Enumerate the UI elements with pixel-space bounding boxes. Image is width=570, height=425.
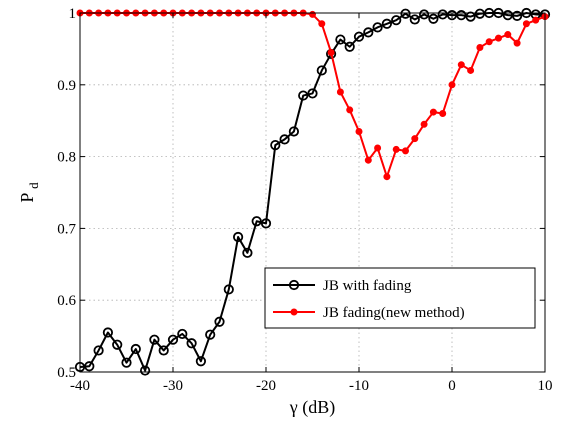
series-1-point [502,10,513,21]
series-2-point [336,88,344,96]
series-2-point [355,127,363,135]
legend: JB with fading JB fading(new method) [264,267,536,329]
series-2-point [522,20,530,28]
series-1-point [260,218,272,229]
series-1-point [233,231,244,243]
x-tick-label: 0 [448,378,456,394]
series-2-point [364,156,372,164]
y-tick-label: 0.7 [57,221,76,237]
x-tick-label: 10 [538,378,553,394]
series-1-point [158,345,169,356]
y-axis-label-main: P [17,193,37,203]
series-1-point [418,9,430,20]
series-1-point [270,140,281,151]
series-2-point [467,66,475,74]
series-2-point [383,173,391,181]
y-tick-label: 0.8 [57,150,76,166]
series-1-point [465,11,476,22]
series-2-point [513,39,521,47]
plot-frame [79,12,546,373]
series-2-point [485,38,493,46]
series-1-point [288,126,299,137]
series-1-point [335,34,346,45]
legend-marker-2 [290,308,298,316]
series-1-point [93,345,104,356]
series-1-point [84,361,95,372]
series-2-point [374,144,382,152]
series-1-point [205,329,216,340]
x-tick-label: -30 [163,378,183,394]
x-axis-label: γ (dB) [289,397,335,418]
series-2-point [504,31,512,39]
series-2-point [420,120,428,128]
series-1-point [112,339,123,350]
series-1-point [353,31,365,42]
series-1-point [186,338,197,349]
ticks: -40 -30 -20 -10 0 10 0.5 0.6 0.7 0.8 0.9 1 [57,6,552,394]
series-1-point [316,65,327,76]
series-1-point [511,10,523,21]
series-1-point [251,216,262,227]
series-2-point [495,34,502,42]
series-1-point [446,10,458,21]
series-1-point [121,357,132,368]
x-tick-label: -10 [349,378,369,394]
series-1-point [344,41,355,52]
series-2-point [327,48,335,56]
series-2-point [402,147,409,155]
y-axis-label: P d [17,182,41,203]
series-1-point [437,9,448,20]
series-2-point [476,43,484,51]
series-1-point [372,22,383,33]
series-2-point [411,135,419,143]
series-2-point [457,61,465,69]
series-2-point [346,106,354,114]
series-2-point [448,81,456,89]
series-1-point [214,316,225,327]
legend-box [264,267,536,329]
legend-marker-1 [288,279,300,291]
series-2-point [309,10,316,18]
series-2-point [318,20,326,28]
series-2-point [532,16,540,24]
series-1-point [242,247,253,258]
series-1-point [456,10,467,21]
legend-label-1: JB with fading [323,278,412,294]
series-1-point [177,328,188,340]
x-tick-label: -20 [256,378,276,394]
y-tick-label: 0.5 [57,365,76,381]
series-1-point [307,88,318,99]
x-tick-label: -40 [70,378,90,394]
series-1-point [298,90,309,101]
series-1-point [149,334,160,345]
series-1-point [400,8,411,19]
series-1-point [223,284,234,295]
series-1-point [428,13,439,24]
series-1-point [102,327,114,338]
series-1-point [130,343,141,355]
series-2-point [392,145,400,153]
series-1-point [474,8,485,19]
series-1-point [195,356,206,367]
series-1-point [409,14,420,25]
series-1-point [167,334,179,345]
series-1-point [363,27,374,38]
y-tick-label: 0.9 [57,78,76,94]
series-1-point [391,15,402,26]
series-1-point [279,134,290,145]
y-axis-label-subscript: d [26,182,41,189]
series-1-point [381,18,392,29]
legend-label-2: JB fading(new method) [323,305,465,321]
series-2-point [439,110,447,118]
y-tick-label: 0.6 [57,293,76,309]
series-1-point [140,365,151,376]
y-tick-label: 1 [69,6,77,22]
series-2-point [429,108,437,116]
